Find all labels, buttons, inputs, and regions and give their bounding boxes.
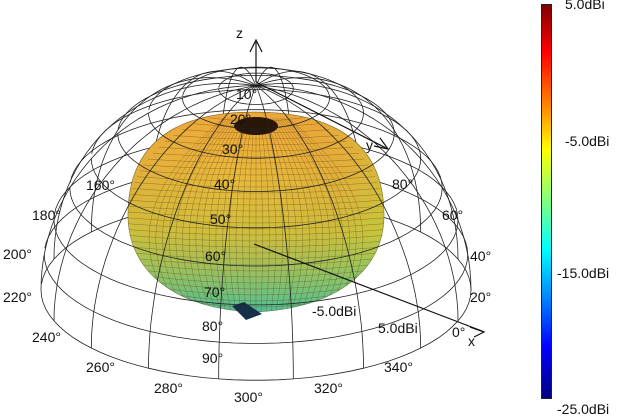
z-axis-label: z: [236, 25, 243, 41]
azimuth-label-180: 180°: [32, 207, 61, 223]
y-axis-arrow: [373, 137, 390, 150]
lobe-mesh-meridian: [249, 117, 255, 312]
azimuth-label-80: 80°: [392, 176, 413, 192]
elevation-label-50: 50°: [210, 211, 231, 227]
dome-parallel-front: [182, 97, 330, 130]
dome-meridian: [255, 85, 422, 349]
dome-meridian: [90, 77, 257, 233]
dome-meridian: [255, 85, 294, 379]
elevation-label-70: 70°: [204, 284, 225, 300]
lobe-mesh-meridian: [235, 117, 251, 312]
azimuth-label-300: 300°: [234, 389, 263, 405]
azimuth-label-320: 320°: [314, 380, 343, 396]
gain-surface: [127, 111, 385, 320]
lobe-mesh-meridian: [259, 117, 270, 312]
dome-meridian: [148, 85, 257, 369]
colorbar-tick-minus5: -5.0dBi: [565, 133, 610, 149]
azimuth-label-0: 0°: [452, 324, 465, 340]
azimuth-label-60: 60°: [442, 207, 463, 223]
dome-meridian: [218, 85, 257, 379]
lobe-mesh-meridian: [175, 117, 233, 312]
lobe-mesh-meridian: [182, 117, 235, 312]
azimuth-label-260: 260°: [86, 359, 115, 375]
y-axis-label: y: [366, 137, 373, 153]
lobe-mesh-meridian: [189, 117, 237, 312]
azimuth-label-20: 20°: [470, 289, 491, 305]
lobe-mesh-meridian: [215, 117, 245, 312]
x-axis-label: x: [468, 333, 475, 349]
elevation-label-20: 20°: [230, 111, 251, 127]
lobe-mesh-meridian: [275, 117, 323, 312]
elevation-labels: 10° 20° 30° 40° 50° 60° 70° 80° 90°: [202, 86, 257, 366]
lobe-mesh-meridian: [269, 117, 303, 312]
lobe-mesh-meridian: [271, 117, 310, 312]
azimuth-label-200: 200°: [3, 246, 32, 262]
dome-meridian: [255, 85, 459, 321]
dome-meridian: [90, 85, 257, 349]
azimuth-label-340: 340°: [384, 359, 413, 375]
radial-label-plus5: 5.0dBi: [378, 320, 418, 336]
azimuth-label-160: 160°: [86, 177, 115, 193]
dome-meridian: [255, 85, 364, 369]
colorbar-tick-minus15: -15.0dBi: [557, 265, 610, 281]
lobe-mesh-meridian: [195, 117, 239, 312]
lobe-mesh-meridian: [267, 117, 297, 312]
dome-parallel-front: [218, 88, 294, 105]
elevation-label-10: 10°: [236, 86, 257, 102]
lobe-mesh-meridian: [263, 117, 283, 312]
x-axis-line: [253, 243, 483, 332]
dome-parallel-back: [218, 72, 294, 89]
lobe-mesh-meridian: [162, 117, 229, 312]
axes: [249, 38, 486, 338]
radiation-pattern-plot: z y x 10° 20° 30° 40° 50° 60° 70° 80° 90…: [3, 25, 491, 405]
azimuth-label-40: 40°: [470, 248, 491, 264]
dome-meridian: [40, 85, 257, 291]
radial-label-minus5: -5.0dBi: [312, 303, 356, 319]
y-axis-line: [255, 81, 387, 149]
dome-meridian: [255, 77, 422, 233]
azimuth-label-220: 220°: [3, 289, 32, 305]
lobe-bottom-cap: [232, 302, 262, 320]
dome-parallel-front: [117, 133, 395, 192]
lobe-mesh-meridian: [265, 117, 290, 312]
colorbar-tick-minus25: -25.0dBi: [557, 401, 610, 417]
colorbar: [541, 4, 552, 399]
lobe-mesh-meridian: [257, 117, 263, 312]
elevation-label-40: 40°: [214, 176, 235, 192]
colorbar-tick-5: 5.0dBi: [565, 0, 605, 12]
azimuth-labels: 0° 20° 40° 60° 80° 160° 180° 200° 220° 2…: [3, 176, 491, 405]
dome-parallel-back: [182, 66, 330, 99]
dome-parallel-front: [53, 220, 459, 306]
azimuth-label-240: 240°: [32, 329, 61, 345]
lobe-mesh-meridian: [277, 117, 330, 312]
dome-parallel-front: [148, 112, 364, 159]
lobe-mesh-meridian: [283, 117, 350, 312]
lobe-mesh-meridian: [261, 117, 277, 312]
dome-wireframe-front: [40, 85, 472, 381]
dome-parallel-back: [69, 109, 443, 188]
lobe-mesh-meridian: [229, 117, 249, 312]
dome-meridian: [53, 82, 257, 260]
lobe-mesh-meridian: [279, 117, 337, 312]
elevation-label-30: 30°: [222, 141, 243, 157]
elevation-label-80: 80°: [202, 318, 223, 334]
lobe-mesh-meridian: [202, 117, 241, 312]
dome-meridian: [53, 85, 257, 321]
dome-parallel-front: [40, 289, 472, 381]
elevation-label-90: 90°: [202, 350, 223, 366]
lobe-mesh-meridian: [242, 117, 253, 312]
azimuth-label-280: 280°: [154, 380, 183, 396]
x-axis-arrow: [469, 326, 486, 338]
z-axis-arrow: [249, 38, 263, 53]
lobe-mesh-meridian: [273, 117, 317, 312]
dome-meridian: [255, 82, 459, 260]
elevation-label-60: 60°: [205, 248, 226, 264]
dome-parallel-back: [91, 89, 422, 159]
dome-meridian: [255, 85, 472, 291]
lobe-mesh-meridian: [209, 117, 243, 312]
lobe-mesh-meridian: [222, 117, 247, 312]
dome-parallel-front: [43, 254, 469, 344]
dome-parallel-front: [69, 187, 443, 267]
dome-parallel-front: [90, 158, 422, 229]
